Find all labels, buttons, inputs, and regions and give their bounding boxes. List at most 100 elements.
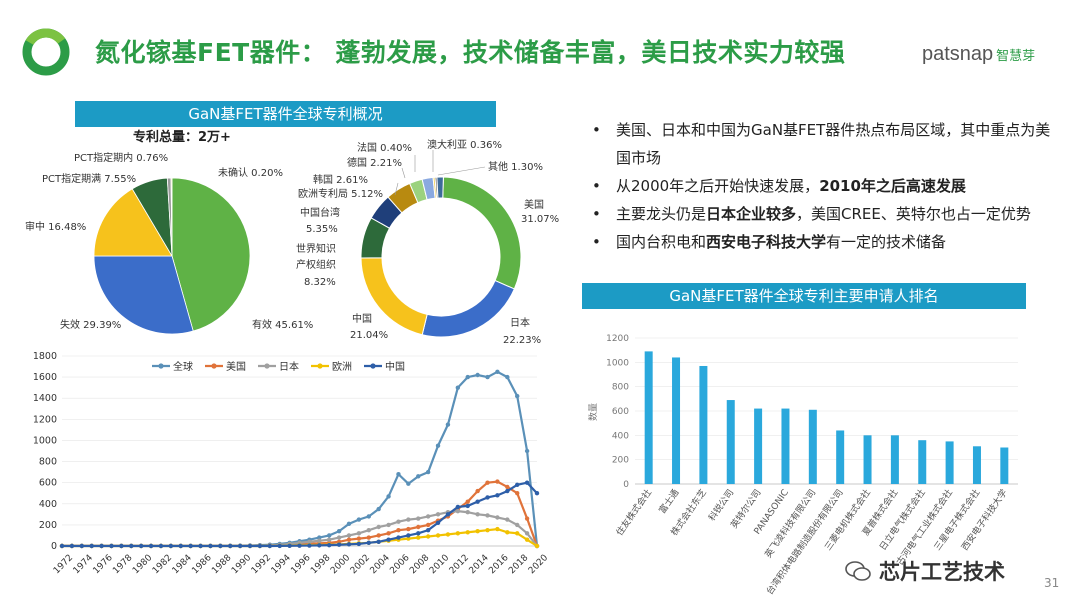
donut-slice-label: 5.35% [306,224,338,235]
data-point [109,543,114,549]
donut-slice [421,279,515,338]
data-point [475,372,480,378]
data-point [425,514,431,519]
data-point [59,543,65,549]
data-point [138,543,144,549]
y-tick-label: 600 [39,478,57,489]
data-point [89,543,94,549]
overview-banner: GaN基FET器件全球专利概况 [75,101,496,127]
data-point [336,529,342,534]
bar [972,446,981,484]
x-tick-label: 2010 [428,553,451,576]
bar [672,357,681,484]
data-point [475,529,480,534]
donut-slice-label: 澳大利亚 0.36% [427,138,502,151]
data-point [485,495,490,500]
trend-line-chart: 0200400600800100012001400160018001972197… [33,351,551,576]
bullet-text: ，美国CREE、英特尔也占一定优势 [796,205,1031,223]
x-tick-label: 1974 [72,553,95,576]
data-point [208,543,213,549]
data-point [515,393,520,399]
data-point [168,543,174,549]
legend-marker [317,363,323,369]
x-tick-label: 1972 [52,553,75,576]
x-tick-label: 1996 [289,553,312,576]
x-tick-label: 西安电子科技大学 [959,487,1010,553]
data-point [198,543,203,549]
data-point [326,533,332,538]
data-point [386,494,391,499]
legend-label: 欧洲 [332,361,352,373]
leader-line [437,166,486,176]
data-point [366,527,371,533]
y-tick-label: 400 [39,499,57,510]
data-point [485,527,490,533]
bar [644,351,653,484]
donut-slice-label: 世界知识 [296,242,336,255]
y-tick-label: 800 [39,457,57,468]
donut-slice-label: 31.07% [521,214,559,225]
total-patents-label: 专利总量：2万+ [133,129,231,145]
x-tick-label: 1990 [230,553,253,576]
legend-marker [370,363,376,369]
data-point [425,522,431,528]
line-series [62,480,539,547]
data-point [495,369,500,375]
data-point [188,543,193,549]
data-point [475,499,480,504]
bullet-list: 美国、日本和中国为GaN基FET器件热点布局区域，其中重点为美国市场从2000年… [590,116,1060,256]
data-point [356,517,362,522]
data-point [247,543,253,549]
data-point [376,506,381,512]
y-tick-label: 1000 [33,435,57,446]
data-point [455,508,461,514]
leader-line [401,167,406,179]
x-tick-label: 2014 [468,553,491,576]
data-point [515,482,520,487]
data-point [396,535,401,540]
data-point [534,491,540,496]
x-tick-label: 2000 [329,553,352,576]
data-point [455,531,461,536]
x-tick-label: 2020 [527,553,550,576]
x-tick-label: 1980 [131,553,154,576]
data-point [376,539,381,544]
bullet-text: 国内台积电和 [616,233,707,251]
data-point [465,510,470,515]
legend-marker [264,363,270,369]
data-point [406,536,411,541]
data-point [465,503,470,509]
signature-text: 芯片工艺技术 [879,560,1005,584]
y-tick-label: 1000 [606,358,629,368]
bar [754,408,763,484]
x-tick-label: 2018 [507,553,530,576]
data-point [416,535,421,540]
wechat-icon [845,561,871,581]
data-point [257,543,263,549]
data-point [148,543,154,549]
data-point [307,539,312,544]
x-tick-label: 1982 [151,553,174,576]
bullet-text: 从2000年之后开始快速发展， [616,177,820,195]
bar [781,408,790,484]
data-point [317,543,322,548]
bullet-item: 从2000年之后开始快速发展，2010年之后高速发展 [590,172,1060,200]
legend-label: 中国 [385,360,405,373]
data-point [435,512,441,517]
data-point [534,543,540,549]
data-point [475,512,480,517]
data-point [346,542,352,547]
x-tick-label: 1984 [171,553,194,576]
pie-slice [170,177,173,257]
y-tick-label: 600 [612,407,629,417]
data-point [515,522,520,528]
brand-logo: patsnap 智慧芽 [922,43,1035,66]
data-point [356,531,362,536]
data-point [69,543,75,549]
data-point [445,532,451,537]
legend-label: 日本 [279,360,299,373]
donut-slice-label: 中国台湾 [300,206,340,219]
footer-signature: 芯片工艺技术 [845,556,1005,586]
data-point [406,526,411,532]
donut-slice-label: 日本 [510,316,530,329]
